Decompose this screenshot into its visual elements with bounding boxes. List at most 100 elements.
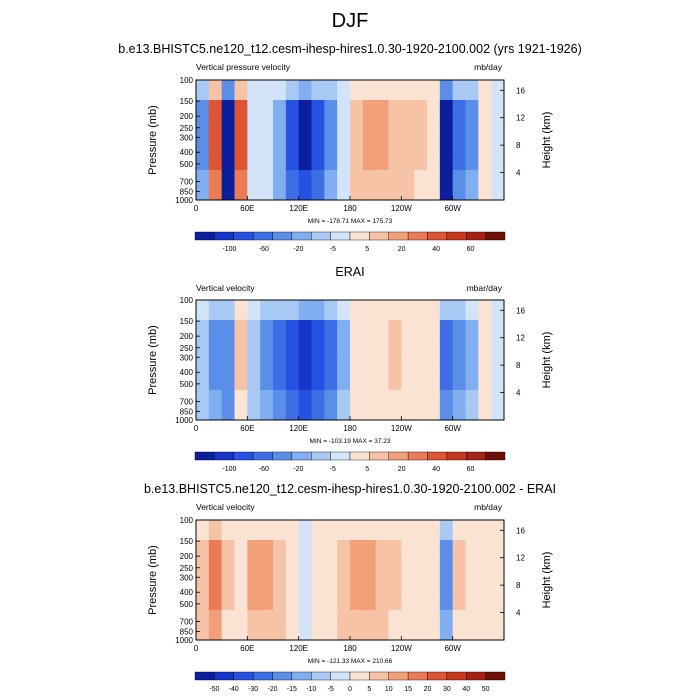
heatmap-cell	[337, 600, 351, 611]
heatmap-cell	[337, 100, 351, 111]
y2-tick-label: 16	[516, 86, 525, 95]
heatmap-cell	[478, 530, 492, 541]
heatmap-cell	[414, 620, 428, 631]
heatmap-cell	[362, 140, 377, 151]
heatmap-cell	[260, 400, 274, 411]
heatmap-cell	[221, 120, 235, 131]
heatmap-cell	[375, 170, 389, 181]
y-tick-label: 1000	[175, 196, 193, 205]
heatmap-cell	[362, 120, 377, 131]
heatmap-cell	[234, 400, 248, 411]
heatmap-cell	[401, 360, 415, 371]
heatmap-cell	[401, 400, 415, 411]
heatmap-cell	[337, 80, 351, 91]
heatmap-cell	[208, 330, 223, 341]
colorbar-label: -30	[248, 686, 258, 693]
heatmap-cell	[414, 410, 428, 421]
colorbar-swatch	[311, 451, 331, 461]
heatmap-cell	[478, 550, 492, 561]
heatmap-cell	[247, 130, 261, 141]
heatmap-cell	[427, 160, 441, 171]
heatmap-cell	[273, 550, 287, 561]
colorbar-swatch	[388, 451, 409, 461]
heatmap-cell	[388, 100, 402, 111]
heatmap-cell	[401, 140, 415, 151]
colorbar-swatch	[291, 451, 312, 461]
heatmap-cell	[427, 350, 441, 361]
heatmap-cell	[208, 340, 223, 351]
x-tick-label: 60E	[240, 644, 254, 653]
heatmap-cell	[324, 590, 338, 601]
heatmap-cell	[439, 300, 454, 311]
heatmap-cell	[221, 630, 235, 641]
heatmap-cell	[375, 520, 389, 531]
heatmap-cell	[491, 350, 505, 361]
heatmap-cell	[196, 610, 210, 621]
panel-3-colorbar: -50 -40 -30 -20 -15 -10 -5 0 5 10 15 20 30 40 50	[194, 671, 506, 693]
y-tick-label: 1000	[175, 416, 193, 425]
heatmap-cell	[491, 100, 505, 111]
heatmap-cell	[491, 590, 505, 601]
heatmap-cell	[375, 620, 389, 631]
heatmap-cell	[196, 520, 210, 531]
heatmap-cell	[388, 180, 402, 191]
heatmap-cell	[427, 520, 441, 531]
colorbar-label: -60	[259, 246, 269, 253]
heatmap-cell	[375, 120, 389, 131]
heatmap-cell	[491, 530, 505, 541]
heatmap-cell	[388, 300, 402, 311]
heatmap-cell	[465, 120, 479, 131]
heatmap-cell	[350, 360, 364, 371]
heatmap-cell	[427, 390, 441, 401]
heatmap-cell	[260, 160, 274, 171]
heatmap-cell	[311, 160, 325, 171]
heatmap-cell	[414, 570, 428, 581]
heatmap-cell	[196, 160, 210, 171]
heatmap-cell	[196, 320, 210, 331]
heatmap-cell	[196, 140, 210, 151]
heatmap-cell	[362, 590, 377, 601]
heatmap-cell	[247, 410, 261, 421]
x-tick-label: 0	[194, 424, 199, 433]
heatmap-cell	[427, 320, 441, 331]
colorbar-swatch	[214, 231, 234, 241]
heatmap-cell	[234, 580, 248, 591]
heatmap-cell	[196, 410, 210, 421]
heatmap-cell	[247, 580, 261, 591]
heatmap-cell	[196, 370, 210, 381]
heatmap-cell	[324, 380, 338, 391]
heatmap-cell	[491, 320, 505, 331]
heatmap-cell	[375, 100, 389, 111]
heatmap-cell	[234, 410, 248, 421]
heatmap-cell	[298, 400, 312, 411]
heatmap-cell	[414, 630, 428, 641]
heatmap-cell	[196, 80, 210, 91]
heatmap-cell	[388, 390, 402, 401]
heatmap-cell	[247, 390, 261, 401]
heatmap-cell	[196, 570, 210, 581]
heatmap-cell	[362, 560, 377, 571]
heatmap-cell	[221, 350, 235, 361]
y-tick-label: 150	[180, 97, 194, 106]
heatmap-cell	[285, 340, 300, 351]
heatmap-cell	[196, 130, 210, 141]
heatmap-cell	[362, 90, 377, 101]
heatmap-cell	[337, 360, 351, 371]
heatmap-cell	[452, 390, 466, 401]
y2-tick-label: 12	[516, 114, 525, 123]
heatmap-cell	[247, 610, 261, 621]
heatmap-cell	[208, 570, 223, 581]
y-tick-label: 400	[180, 368, 194, 377]
x-tick-label: 180	[343, 644, 357, 653]
heatmap-cell	[260, 550, 274, 561]
heatmap-cell	[260, 570, 274, 581]
heatmap-cell	[208, 90, 223, 101]
heatmap-cell	[350, 180, 364, 191]
heatmap-cell	[350, 590, 364, 601]
heatmap-cell	[311, 110, 325, 121]
colorbar-label: 5	[367, 686, 371, 693]
heatmap-cell	[478, 190, 492, 201]
heatmap-cell	[427, 360, 441, 371]
heatmap-cell	[491, 130, 505, 141]
heatmap-cell	[478, 620, 492, 631]
